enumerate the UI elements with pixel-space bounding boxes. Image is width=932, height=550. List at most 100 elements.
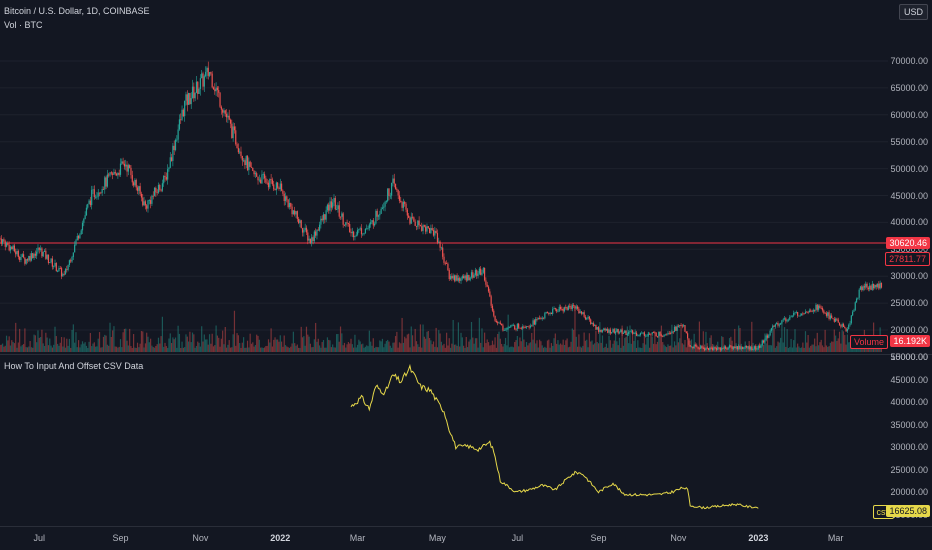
candle-body <box>55 262 57 272</box>
candle-body <box>592 323 594 326</box>
candle-body <box>167 169 169 180</box>
volume-bar <box>197 341 199 352</box>
volume-bar <box>582 345 584 352</box>
candle-body <box>875 285 877 287</box>
volume-bar <box>430 340 432 352</box>
volume-bar <box>705 331 707 352</box>
volume-bar <box>738 325 740 352</box>
volume-bar <box>257 335 259 352</box>
volume-bar <box>279 335 281 352</box>
volume-bar <box>783 327 786 352</box>
candle-body <box>181 109 183 120</box>
volume-bar <box>376 347 378 352</box>
candle-body <box>662 335 664 337</box>
symbol-legend[interactable]: Bitcoin / U.S. Dollar, 1D, COINBASE <box>4 6 150 16</box>
volume-bar <box>385 341 387 352</box>
volume-bar <box>532 339 534 352</box>
volume-bar <box>47 345 50 352</box>
volume-bar <box>831 341 833 352</box>
candle-body <box>514 325 516 330</box>
csv-chart-canvas[interactable] <box>0 354 932 526</box>
csv-indicator-pane[interactable]: How To Input And Offset CSV Data 50000.0… <box>0 352 932 526</box>
volume-bar <box>191 332 194 352</box>
volume-bar <box>580 347 583 352</box>
candle-body <box>693 345 695 349</box>
candle-body <box>659 331 661 336</box>
candle-body <box>222 109 224 113</box>
candle-body <box>307 232 309 241</box>
volume-bar <box>332 344 334 352</box>
volume-bar <box>322 340 325 352</box>
volume-bar <box>110 336 112 352</box>
volume-bar <box>118 346 120 352</box>
volume-bar <box>449 347 452 352</box>
pane-separator[interactable] <box>0 354 932 355</box>
candle-body <box>797 311 799 316</box>
volume-bar <box>469 339 471 352</box>
candle-body <box>385 201 387 202</box>
volume-bar <box>422 324 424 352</box>
candle-body <box>859 286 862 290</box>
volume-bar <box>307 334 309 352</box>
volume-bar <box>93 342 95 352</box>
price-chart-canvas[interactable] <box>0 0 932 354</box>
volume-legend[interactable]: Vol · BTC <box>4 20 43 30</box>
candle-body <box>260 179 262 184</box>
volume-bar <box>553 338 555 352</box>
candle-body <box>375 210 377 224</box>
candle-body <box>271 179 274 185</box>
candle-body <box>168 167 170 170</box>
candle-body <box>870 285 872 290</box>
volume-bar <box>353 347 355 352</box>
candle-body <box>123 163 126 167</box>
volume-bar <box>174 337 177 352</box>
candle-body <box>645 335 647 337</box>
volume-bar <box>254 345 256 352</box>
candle-body <box>468 274 470 281</box>
candle-body <box>371 220 373 223</box>
csv-indicator-title[interactable]: How To Input And Offset CSV Data <box>4 361 144 371</box>
candle-body <box>58 268 60 272</box>
volume-bar <box>30 347 33 352</box>
volume-bar <box>321 342 323 352</box>
price-pane[interactable]: Bitcoin / U.S. Dollar, 1D, COINBASE Vol … <box>0 0 932 362</box>
candle-body <box>205 71 207 77</box>
currency-selector[interactable]: USD <box>898 4 928 20</box>
volume-bar <box>476 338 478 352</box>
volume-bar <box>245 347 247 352</box>
volume-bar <box>764 333 766 352</box>
volume-bar <box>780 337 782 352</box>
volume-bar <box>248 347 250 352</box>
volume-bar <box>329 340 331 352</box>
candle-body <box>816 304 818 310</box>
volume-bar <box>17 342 19 352</box>
candle-body <box>516 323 518 330</box>
volume-bar <box>195 345 198 352</box>
volume-bar <box>33 334 35 352</box>
volume-bar <box>334 347 336 352</box>
volume-bar <box>701 346 703 352</box>
volume-bar <box>570 341 572 352</box>
candle-body <box>237 148 239 153</box>
candle-body <box>139 186 141 194</box>
volume-bar <box>721 336 723 352</box>
volume-bar <box>608 335 610 352</box>
volume-bar <box>501 343 503 352</box>
candle-body <box>459 278 461 281</box>
candle-body <box>178 119 181 130</box>
volume-bar <box>713 344 715 352</box>
volume-bar <box>92 343 94 352</box>
volume-bar <box>832 341 834 352</box>
candle-body <box>617 329 619 334</box>
volume-bar <box>671 324 673 352</box>
volume-bar <box>578 334 580 352</box>
candle-body <box>370 222 372 225</box>
candle-body <box>791 315 793 317</box>
volume-bar <box>240 347 242 352</box>
volume-bar <box>423 336 425 352</box>
candle-body <box>164 175 166 178</box>
csv-series-line[interactable] <box>350 363 759 510</box>
candle-body <box>487 286 490 292</box>
volume-bar <box>765 343 767 352</box>
volume-bar <box>629 325 631 352</box>
